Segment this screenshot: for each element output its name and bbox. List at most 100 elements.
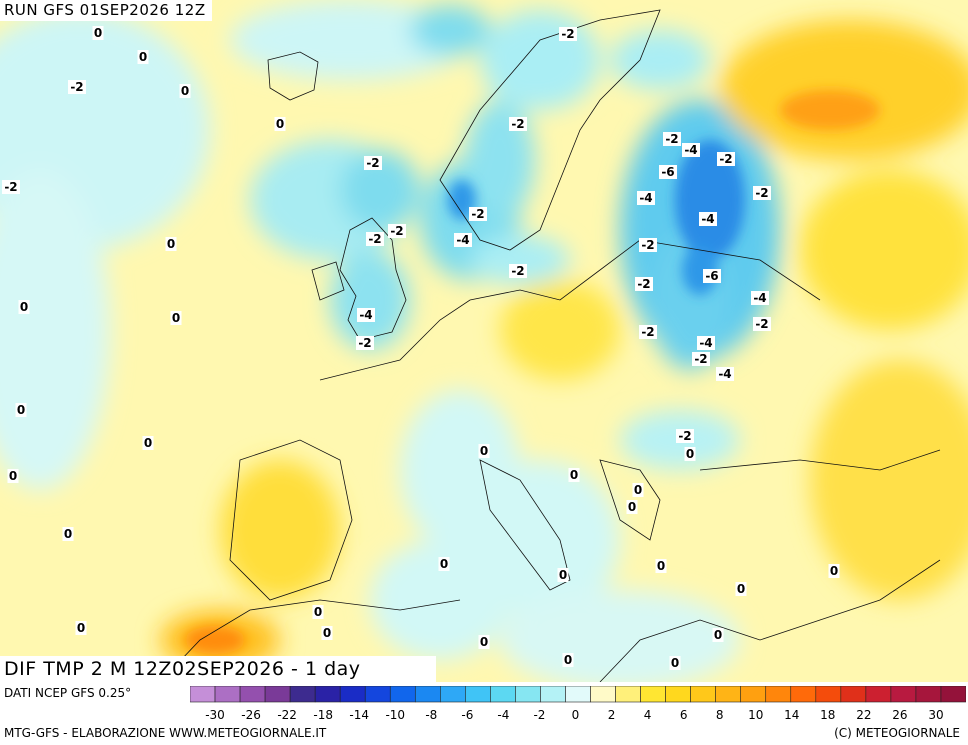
colorbar-tick-label: -6 <box>461 708 473 722</box>
color-swatch <box>314 686 341 703</box>
contour-label: 0 <box>684 447 696 461</box>
contour-label: 0 <box>75 621 87 635</box>
contour-label: -2 <box>676 429 694 443</box>
svg-text:0: 0 <box>570 468 578 482</box>
contour-label: 0 <box>18 300 30 314</box>
svg-text:-6: -6 <box>705 269 718 283</box>
contour-label: -2 <box>469 207 487 221</box>
svg-text:0: 0 <box>167 237 175 251</box>
color-swatch <box>690 686 716 703</box>
svg-text:0: 0 <box>480 444 488 458</box>
color-swatch <box>465 686 491 703</box>
svg-text:0: 0 <box>737 582 745 596</box>
contour-label: 0 <box>62 527 74 541</box>
temperature-difference-map: 00-2 00-2-20 -2-200 -4-200000-2-2-2-4-2-2-4… <box>0 0 968 682</box>
contour-label: -2 <box>635 277 653 291</box>
footer-credit-right: (C) METEOGIORNALE <box>834 726 960 740</box>
svg-text:0: 0 <box>139 50 147 64</box>
colorbar-tick-label: 22 <box>856 708 871 722</box>
svg-text:0: 0 <box>17 403 25 417</box>
colorbar-tick-label: 2 <box>608 708 616 722</box>
footer-credit-left: MTG-GFS - ELABORAZIONE WWW.METEOGIORNALE… <box>4 726 327 740</box>
color-swatch <box>289 686 316 703</box>
color-swatch <box>665 686 691 703</box>
color-swatch <box>640 686 666 703</box>
contour-label: 0 <box>170 311 182 325</box>
svg-text:0: 0 <box>94 26 102 40</box>
svg-text:-2: -2 <box>4 180 17 194</box>
color-swatch <box>890 686 917 703</box>
contour-label: 0 <box>15 403 27 417</box>
svg-text:-6: -6 <box>661 165 674 179</box>
svg-text:0: 0 <box>440 557 448 571</box>
color-swatch <box>264 686 291 703</box>
contour-label: -2 <box>68 80 86 94</box>
svg-text:-2: -2 <box>70 80 83 94</box>
svg-text:0: 0 <box>276 117 284 131</box>
colorbar-tick-label: 6 <box>680 708 688 722</box>
svg-text:0: 0 <box>64 527 72 541</box>
svg-text:-4: -4 <box>639 191 652 205</box>
contour-label: -2 <box>509 264 527 278</box>
contour-label: -4 <box>454 233 472 247</box>
svg-text:0: 0 <box>144 436 152 450</box>
contour-label: 0 <box>165 237 177 251</box>
color-swatch <box>414 686 441 703</box>
svg-text:-2: -2 <box>511 117 524 131</box>
color-swatch <box>339 686 366 703</box>
svg-text:-2: -2 <box>678 429 691 443</box>
contour-label: -2 <box>663 132 681 146</box>
color-swatch <box>214 686 241 703</box>
color-swatch <box>190 686 216 703</box>
svg-text:-2: -2 <box>755 317 768 331</box>
contour-label: -2 <box>559 27 577 41</box>
colorbar-tick-label: -4 <box>497 708 509 722</box>
color-swatch <box>490 686 516 703</box>
color-swatch <box>865 686 892 703</box>
svg-text:-2: -2 <box>358 336 371 350</box>
svg-text:-2: -2 <box>368 232 381 246</box>
svg-text:0: 0 <box>628 500 636 514</box>
colorbar-tick-label: 18 <box>820 708 835 722</box>
color-swatch <box>915 686 942 703</box>
contour-label: 0 <box>312 605 324 619</box>
contour-label: 0 <box>655 559 667 573</box>
colorbar-tick-label: 30 <box>928 708 943 722</box>
svg-text:0: 0 <box>314 605 322 619</box>
color-swatch <box>440 686 466 703</box>
svg-text:-2: -2 <box>390 224 403 238</box>
contour-label: -6 <box>703 269 721 283</box>
contour-label: -2 <box>753 317 771 331</box>
svg-text:0: 0 <box>480 635 488 649</box>
run-title: RUN GFS 01SEP2026 12Z <box>0 0 212 21</box>
svg-text:0: 0 <box>77 621 85 635</box>
svg-text:-4: -4 <box>456 233 469 247</box>
color-swatch <box>389 686 416 703</box>
contour-label: 0 <box>478 444 490 458</box>
contour-label: -4 <box>637 191 655 205</box>
contour-label: -2 <box>753 186 771 200</box>
contour-label: 0 <box>137 50 149 64</box>
svg-text:0: 0 <box>20 300 28 314</box>
svg-text:-2: -2 <box>694 352 707 366</box>
svg-text:0: 0 <box>671 656 679 670</box>
contour-label: 0 <box>179 84 191 98</box>
color-swatch <box>515 686 541 703</box>
color-swatch <box>590 686 616 703</box>
color-scale-bar: -30 -26 -22 -18 -14 -10 -8 -6 -4 -2 0 2 4 6 8 10 14 18 22 2… <box>190 686 966 722</box>
color-swatch <box>364 686 391 703</box>
contour-label: 0 <box>142 436 154 450</box>
contour-label: 0 <box>828 564 840 578</box>
contour-label: -4 <box>357 308 375 322</box>
svg-text:-4: -4 <box>684 143 697 157</box>
svg-text:-2: -2 <box>641 325 654 339</box>
svg-text:-4: -4 <box>718 367 731 381</box>
color-swatch <box>615 686 641 703</box>
contour-label: 0 <box>562 653 574 667</box>
colorbar-tick-label: -22 <box>277 708 297 722</box>
colorbar-tick-label: -8 <box>425 708 437 722</box>
svg-text:0: 0 <box>9 469 17 483</box>
svg-text:-4: -4 <box>701 212 714 226</box>
color-swatch <box>239 686 266 703</box>
contour-label: -2 <box>364 156 382 170</box>
